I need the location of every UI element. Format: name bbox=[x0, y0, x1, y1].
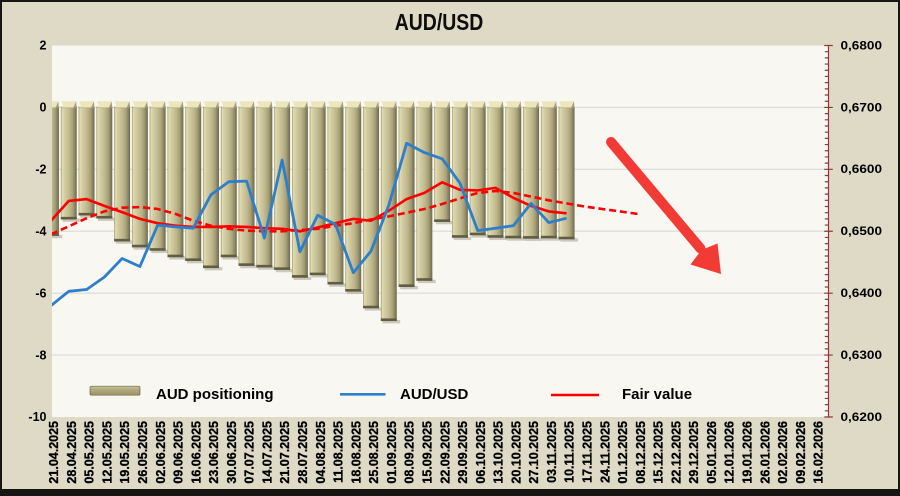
svg-text:15.09.2025: 15.09.2025 bbox=[420, 421, 434, 484]
svg-text:01.12.2025: 01.12.2025 bbox=[616, 421, 630, 484]
svg-text:-8: -8 bbox=[35, 348, 46, 362]
svg-text:24.11.2025: 24.11.2025 bbox=[598, 421, 612, 483]
svg-text:04.08.2025: 04.08.2025 bbox=[314, 421, 328, 484]
svg-text:26.05.2025: 26.05.2025 bbox=[136, 421, 150, 484]
svg-text:12.01.2026: 12.01.2026 bbox=[723, 421, 737, 484]
svg-text:09.02.2026: 09.02.2026 bbox=[794, 421, 808, 484]
svg-text:0: 0 bbox=[40, 101, 47, 115]
svg-text:0,6200: 0,6200 bbox=[841, 412, 883, 424]
svg-text:28.07.2025: 28.07.2025 bbox=[296, 421, 310, 484]
svg-text:22.12.2025: 22.12.2025 bbox=[669, 421, 683, 484]
svg-text:02.06.2025: 02.06.2025 bbox=[154, 421, 168, 484]
svg-text:-2: -2 bbox=[35, 163, 46, 177]
svg-text:12.05.2025: 12.05.2025 bbox=[100, 421, 114, 484]
svg-text:19.05.2025: 19.05.2025 bbox=[118, 421, 132, 484]
svg-text:16.02.2026: 16.02.2026 bbox=[812, 421, 826, 484]
svg-text:-10: -10 bbox=[28, 410, 46, 424]
svg-text:11.08.2025: 11.08.2025 bbox=[332, 421, 346, 483]
svg-text:0,6400: 0,6400 bbox=[841, 288, 883, 300]
svg-text:Fair value: Fair value bbox=[622, 386, 692, 403]
svg-text:AUD positioning: AUD positioning bbox=[156, 386, 273, 403]
svg-text:08.12.2025: 08.12.2025 bbox=[634, 421, 648, 484]
svg-text:19.01.2026: 19.01.2026 bbox=[740, 421, 754, 484]
svg-text:-6: -6 bbox=[35, 286, 46, 300]
svg-text:20.10.2025: 20.10.2025 bbox=[509, 421, 523, 484]
svg-text:02.02.2026: 02.02.2026 bbox=[776, 421, 790, 484]
svg-text:21.07.2025: 21.07.2025 bbox=[278, 421, 292, 484]
svg-text:25.08.2025: 25.08.2025 bbox=[367, 421, 381, 484]
svg-text:AUD/USD: AUD/USD bbox=[400, 386, 469, 403]
svg-text:AUD/USD: AUD/USD bbox=[395, 9, 484, 35]
svg-text:05.01.2026: 05.01.2026 bbox=[705, 421, 719, 484]
svg-text:26.01.2026: 26.01.2026 bbox=[758, 421, 772, 484]
svg-text:2: 2 bbox=[40, 39, 47, 53]
svg-text:0,6600: 0,6600 bbox=[841, 164, 883, 176]
svg-text:29.09.2025: 29.09.2025 bbox=[456, 421, 470, 484]
svg-text:03.11.2025: 03.11.2025 bbox=[545, 421, 559, 483]
svg-text:06.10.2025: 06.10.2025 bbox=[474, 421, 488, 484]
svg-text:0,6300: 0,6300 bbox=[841, 350, 883, 362]
svg-text:30.06.2025: 30.06.2025 bbox=[225, 421, 239, 484]
svg-text:0,6800: 0,6800 bbox=[841, 40, 883, 52]
svg-text:28.04.2025: 28.04.2025 bbox=[65, 421, 79, 484]
svg-text:08.09.2025: 08.09.2025 bbox=[403, 421, 417, 484]
svg-text:16.06.2025: 16.06.2025 bbox=[189, 421, 203, 484]
svg-text:07.07.2025: 07.07.2025 bbox=[243, 421, 257, 484]
svg-text:01.09.2025: 01.09.2025 bbox=[385, 421, 399, 484]
svg-text:18.08.2025: 18.08.2025 bbox=[349, 421, 363, 484]
svg-text:23.06.2025: 23.06.2025 bbox=[207, 421, 221, 484]
svg-text:14.07.2025: 14.07.2025 bbox=[260, 421, 274, 484]
svg-text:0,6700: 0,6700 bbox=[841, 102, 883, 114]
svg-text:10.11.2025: 10.11.2025 bbox=[563, 421, 577, 483]
svg-text:13.10.2025: 13.10.2025 bbox=[492, 421, 506, 484]
svg-text:09.06.2025: 09.06.2025 bbox=[172, 421, 186, 484]
svg-text:21.04.2025: 21.04.2025 bbox=[47, 421, 61, 484]
svg-text:15.12.2025: 15.12.2025 bbox=[652, 421, 666, 484]
svg-text:17.11.2025: 17.11.2025 bbox=[580, 421, 594, 483]
svg-text:-4: -4 bbox=[35, 224, 46, 238]
svg-text:0,6500: 0,6500 bbox=[841, 226, 883, 238]
svg-text:22.09.2025: 22.09.2025 bbox=[438, 421, 452, 484]
svg-text:29.12.2025: 29.12.2025 bbox=[687, 421, 701, 484]
svg-text:05.05.2025: 05.05.2025 bbox=[83, 421, 97, 484]
svg-text:27.10.2025: 27.10.2025 bbox=[527, 421, 541, 484]
